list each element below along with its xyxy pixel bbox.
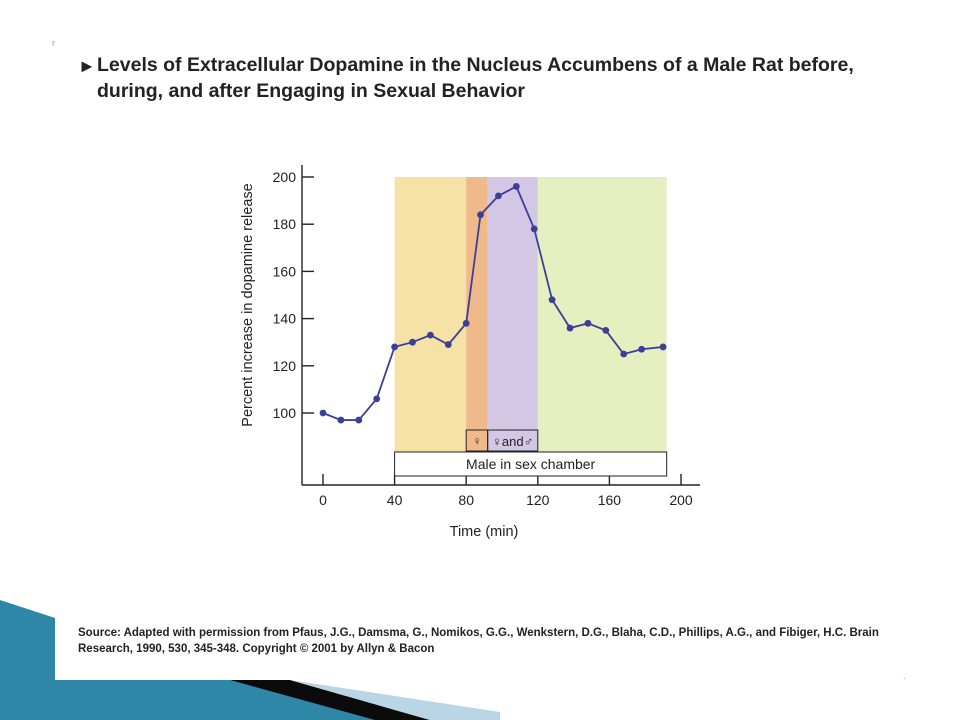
x-axis-label: Time (min) <box>450 524 519 540</box>
region-2 <box>487 177 538 452</box>
x-tick-label-160: 160 <box>598 492 622 508</box>
y-tick-label-100: 100 <box>273 405 297 421</box>
x-tick-label-120: 120 <box>526 492 550 508</box>
data-point <box>319 409 327 417</box>
title-bullet: ► <box>78 56 96 76</box>
y-tick-label-140: 140 <box>273 311 297 327</box>
y-axis-label: Percent increase in dopamine release <box>240 183 256 426</box>
data-point <box>444 341 452 348</box>
data-point <box>495 192 502 200</box>
data-point <box>427 331 434 339</box>
source-citation: Source: Adapted with permission from Pfa… <box>78 627 879 655</box>
female-symbol-label: ♀ <box>472 434 481 448</box>
deco-light-wedge <box>290 680 500 720</box>
x-tick-label-40: 40 <box>387 492 403 508</box>
y-tick-label-200: 200 <box>273 169 297 185</box>
corner-mark: r <box>52 38 55 48</box>
data-point <box>337 416 345 424</box>
male-in-chamber-box <box>394 451 668 477</box>
data-point <box>548 296 556 304</box>
data-point <box>602 327 610 334</box>
chart-annotations: ♀ ♀and♂ Male in sex chamber <box>394 429 668 477</box>
shaded-regions <box>394 177 667 452</box>
data-point <box>477 211 484 219</box>
slide-title: Levels of Extracellular Dopamine in the … <box>97 54 854 102</box>
data-point <box>566 324 574 332</box>
deco-dark-wedge <box>230 680 430 720</box>
x-tick-label-0: 0 <box>319 492 327 508</box>
data-point <box>512 183 520 190</box>
data-point <box>659 343 667 351</box>
chart-axes: 100 120 140 160 180 200 0 40 80 120 160 200 <box>273 165 700 508</box>
deco-teal-band <box>0 600 55 720</box>
female-and-male-box <box>487 429 539 452</box>
female-and-male-label: ♀and♂ <box>492 434 533 449</box>
data-point <box>373 395 381 403</box>
y-tick-label-180: 180 <box>273 216 297 232</box>
data-point <box>530 225 538 233</box>
corner-dot: . <box>903 671 906 681</box>
data-point <box>355 416 363 424</box>
data-point <box>620 350 628 358</box>
region-3 <box>537 177 667 452</box>
x-tick-label-200: 200 <box>669 492 693 508</box>
x-tick-label-80: 80 <box>458 492 474 508</box>
male-in-chamber-label: Male in sex chamber <box>466 456 596 472</box>
data-point <box>409 338 416 346</box>
data-point <box>391 343 398 351</box>
region-0 <box>394 177 467 452</box>
data-point <box>584 319 592 327</box>
y-tick-label-160: 160 <box>273 263 297 279</box>
region-1 <box>466 177 488 452</box>
y-tick-label-120: 120 <box>273 358 297 374</box>
deco-teal-bar <box>0 680 430 720</box>
chart-series <box>319 183 667 424</box>
data-point <box>462 319 470 327</box>
data-point <box>638 345 646 353</box>
dopamine-line-chart: 100 120 140 160 180 200 0 40 80 120 160 200 ♀ ♀and♂ M… <box>240 165 700 540</box>
